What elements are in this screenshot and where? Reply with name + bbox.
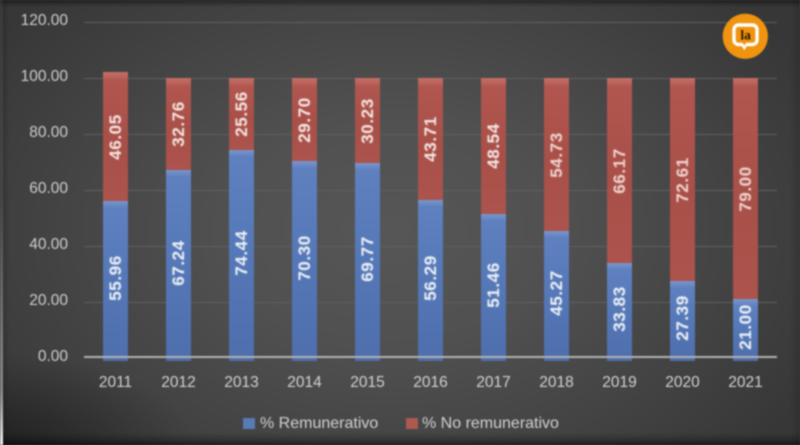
svg-text:la: la [740,28,751,43]
